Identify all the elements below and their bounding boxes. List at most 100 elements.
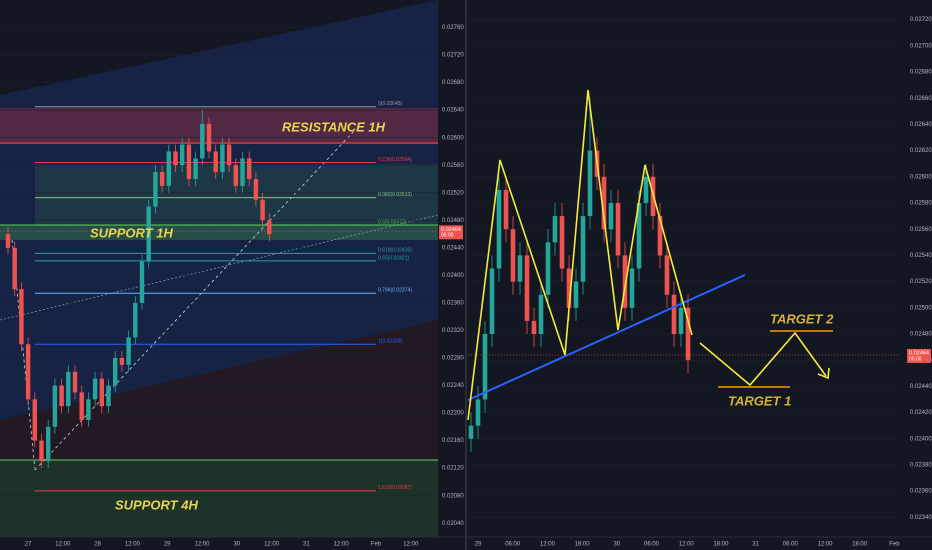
y-tick-label: 0.02360 — [910, 489, 932, 495]
candle-body — [510, 229, 516, 282]
y-tick-label: 0.02360 — [442, 301, 464, 307]
candle-body — [193, 158, 198, 179]
y-tick-label: 0.02500 — [910, 305, 932, 311]
zigzag — [467, 89, 693, 421]
y-tick-label: 0.02080 — [442, 493, 464, 499]
y-tick-label: 0.02520 — [442, 190, 464, 196]
candle-body — [489, 268, 495, 334]
candle-body — [59, 385, 64, 407]
candle-body — [601, 176, 607, 230]
candle-body — [146, 206, 151, 262]
annotation: TARGET 1 — [728, 393, 791, 408]
channel — [0, 0, 438, 420]
fib-label: 1(0.02300) — [378, 339, 403, 345]
candle-body — [517, 255, 523, 282]
y-tick-label: 0.02620 — [910, 148, 932, 154]
y-tick-label: 0.02680 — [910, 70, 932, 76]
annotation: SUPPORT 1H — [90, 225, 173, 240]
y-tick-label: 0.02600 — [910, 174, 932, 180]
x-tick-label: 12:00 — [679, 542, 695, 548]
candle-body — [622, 255, 628, 308]
candle-body — [643, 176, 649, 204]
candle-body — [657, 216, 663, 256]
y-tick-label: 0.02660 — [910, 96, 932, 102]
y-tick-label: 0.02480 — [442, 218, 464, 224]
x-tick-label: 31 — [303, 542, 310, 548]
y-tick-label: 0.02420 — [910, 410, 932, 416]
candle-body — [664, 255, 670, 295]
candle-body — [39, 440, 44, 462]
candle-body — [524, 255, 530, 321]
y-tick-label: 0.02520 — [910, 279, 932, 285]
candle-body — [126, 337, 131, 365]
candle-body — [233, 165, 239, 186]
y-tick-label: 0.02200 — [442, 411, 464, 417]
candle-body — [72, 371, 78, 393]
candle-body — [186, 144, 192, 179]
y-tick-label: 0.02380 — [910, 463, 932, 469]
candle-body — [119, 358, 125, 365]
y-tick-label: 0.02700 — [910, 43, 932, 49]
candle-body — [66, 371, 71, 407]
candle-body — [226, 144, 232, 166]
x-tick-label: Feb — [889, 542, 900, 548]
candle-body — [566, 268, 572, 308]
support-4h-zone — [0, 460, 438, 537]
x-tick-label: 12:00 — [540, 542, 556, 548]
y-tick-label: 0.02720 — [442, 53, 464, 59]
fib-label: 0.236(0.02564) — [378, 157, 412, 163]
candle-body — [671, 294, 677, 334]
candle-body — [678, 307, 684, 334]
price-tag — [907, 348, 931, 363]
candle-body — [220, 144, 225, 173]
x-tick-label: 12:00 — [403, 542, 419, 548]
candle-body — [246, 158, 252, 179]
candle-body — [496, 189, 502, 269]
candle-body — [92, 378, 98, 400]
candle-body — [166, 151, 172, 186]
x-tick-label: 12:00 — [264, 542, 280, 548]
price-tag-time: 05:00 — [909, 356, 922, 362]
candle-body — [179, 144, 185, 166]
x-tick-label: 18:00 — [713, 542, 729, 548]
annotation: RESISTANCE 1H — [282, 119, 386, 134]
candle-body — [99, 378, 105, 407]
candle-body — [153, 172, 158, 207]
chart-layer — [0, 19, 900, 524]
x-tick-label: 18:00 — [852, 542, 868, 548]
fib-label: 0(0.02645) — [378, 101, 403, 107]
candle-body — [79, 392, 84, 420]
y-tick-label: 0.02540 — [910, 253, 932, 259]
candle-body — [19, 289, 24, 345]
candle-body — [267, 220, 272, 235]
fib-label: 0.618(0.02432) — [378, 248, 412, 254]
y-tick-label: 0.02560 — [442, 163, 464, 169]
y-tick-label: 0.02340 — [910, 515, 932, 521]
candle-body — [580, 216, 586, 282]
fib-label: 0.5(0.02473) — [378, 219, 407, 225]
y-tick-label: 0.02320 — [442, 328, 464, 334]
y-tick-label: 0.02400 — [910, 436, 932, 442]
annotation: TARGET 2 — [770, 311, 834, 326]
candle-body — [173, 151, 178, 166]
x-tick-label: 18:00 — [575, 542, 591, 548]
price-tag-value: 0.02464 — [441, 227, 461, 233]
fib-label: 0.382(0.02513) — [378, 192, 412, 198]
y-tick-label: 0.02440 — [442, 245, 464, 251]
x-tick-label: 29 — [475, 542, 482, 548]
candle-body — [206, 123, 212, 152]
y-tick-label: 0.02640 — [910, 122, 932, 128]
trendline — [467, 274, 746, 401]
x-tick-label: 29 — [164, 542, 171, 548]
channel-mid — [0, 214, 439, 321]
candle-body — [260, 199, 265, 221]
y-tick-label: 0.02680 — [442, 80, 464, 86]
arrow-head — [817, 367, 830, 380]
x-tick-label: 06:00 — [644, 542, 660, 548]
x-tick-label: 12:00 — [55, 542, 71, 548]
candle-body — [475, 399, 481, 426]
candle-body — [86, 399, 91, 420]
x-tick-label: 30 — [613, 542, 620, 548]
y-tick-label: 0.02580 — [910, 201, 932, 207]
